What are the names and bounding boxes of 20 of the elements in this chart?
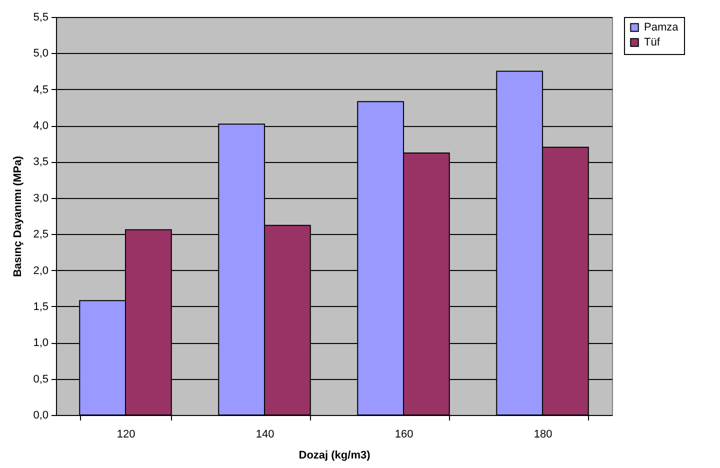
y-tick-label: 5,0 xyxy=(33,48,48,60)
y-tick-label: 0,0 xyxy=(33,410,48,422)
x-tick-label: 140 xyxy=(256,428,274,440)
legend-label: Pamza xyxy=(644,22,680,34)
y-axis-title: Basınç Dayanımı (MPa) xyxy=(12,156,24,278)
y-tick-label: 1,5 xyxy=(33,300,48,313)
y-tick-label: 0,5 xyxy=(33,373,48,386)
x-tick-label: 180 xyxy=(534,428,552,440)
legend-label: Tüf xyxy=(644,36,661,48)
y-tick-label: 1,0 xyxy=(33,337,48,350)
x-axis-title: Dozaj (kg/m3) xyxy=(298,450,371,462)
x-tick-label: 120 xyxy=(116,428,136,440)
y-tick-label: 4,5 xyxy=(33,84,48,96)
y-tick-label: 2,0 xyxy=(33,264,48,277)
y-tick-label: 4,0 xyxy=(33,120,48,132)
y-tick-label: 3,0 xyxy=(33,192,48,204)
x-tick-label: 160 xyxy=(394,428,414,440)
y-tick-label: 2,5 xyxy=(33,228,48,241)
y-tick-label: 3,5 xyxy=(33,156,48,168)
y-tick-label: 5,5 xyxy=(33,12,48,24)
